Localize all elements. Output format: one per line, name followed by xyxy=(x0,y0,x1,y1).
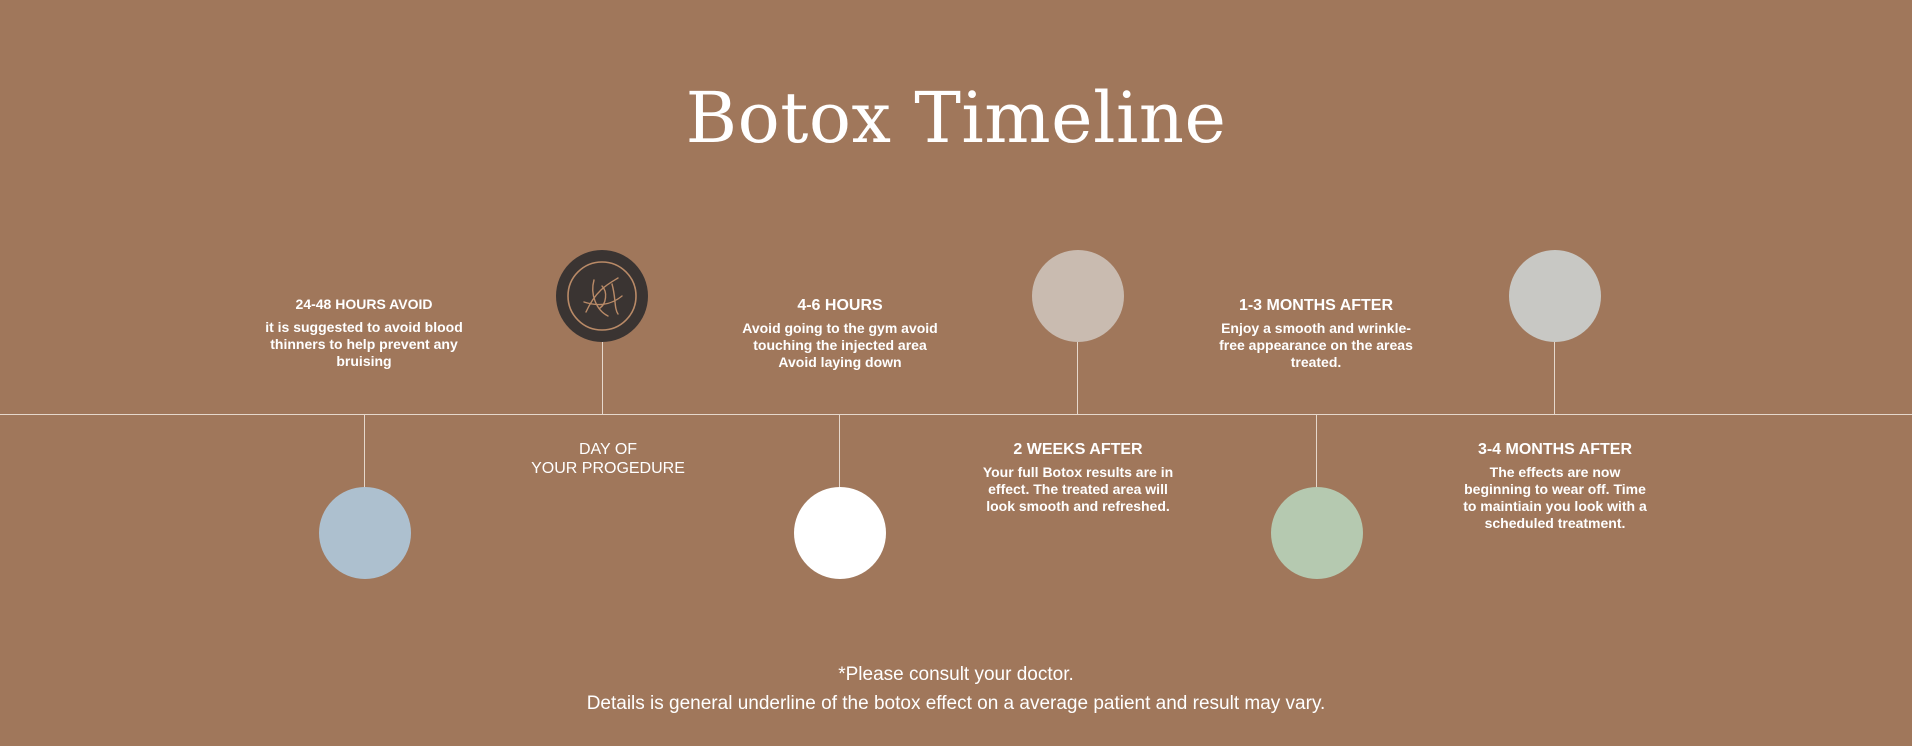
timeline-stem-1 xyxy=(364,414,365,488)
step-1-3-months-after: 1-3 MONTHS AFTER Enjoy a smooth and wrin… xyxy=(1201,296,1431,371)
timeline-stem-5 xyxy=(1316,414,1317,488)
page-title: Botox Timeline xyxy=(685,77,1227,159)
step-heading-line-1: DAY OF xyxy=(578,441,638,458)
timeline-dot-5 xyxy=(1271,487,1363,579)
step-body: Enjoy a smooth and wrinkle- free appeara… xyxy=(1219,320,1413,370)
step-heading: 4-6 HOURS xyxy=(797,297,883,314)
timeline-dot-6 xyxy=(1509,250,1601,342)
timeline-axis xyxy=(0,414,1912,415)
logo-monogram-icon xyxy=(567,261,637,331)
step-heading: 24-48 HOURS AVOID xyxy=(295,296,433,312)
timeline-stem-4 xyxy=(1077,342,1078,414)
step-body: The effects are now beginning to wear of… xyxy=(1463,464,1647,531)
disclaimer-line-2: Details is general underline of the boto… xyxy=(586,693,1326,714)
timeline-dot-4 xyxy=(1032,250,1124,342)
step-heading: 2 WEEKS AFTER xyxy=(1013,441,1143,458)
timeline-stem-2 xyxy=(602,342,603,414)
step-heading: 1-3 MONTHS AFTER xyxy=(1238,297,1394,314)
disclaimer-line-1: *Please consult your doctor. xyxy=(838,664,1074,685)
timeline-stem-3 xyxy=(839,414,840,488)
step-2-weeks-after: 2 WEEKS AFTER Your full Botox results ar… xyxy=(963,440,1193,515)
step-3-4-months-after: 3-4 MONTHS AFTER The effects are now beg… xyxy=(1440,440,1670,532)
timeline-stem-6 xyxy=(1554,342,1555,414)
step-24-48-hours: 24-48 HOURS AVOID it is suggested to avo… xyxy=(249,295,479,370)
timeline-dot-3 xyxy=(794,487,886,579)
step-4-6-hours: 4-6 HOURS Avoid going to the gym avoid t… xyxy=(725,296,955,371)
timeline-dot-1 xyxy=(319,487,411,579)
timeline-dot-2 xyxy=(556,250,648,342)
step-heading: 3-4 MONTHS AFTER xyxy=(1477,441,1633,458)
step-heading-line-2: YOUR PROGEDURE xyxy=(531,460,685,477)
step-body: it is suggested to avoid blood thinners … xyxy=(265,319,463,369)
step-body: Avoid going to the gym avoid touching th… xyxy=(742,320,938,370)
step-day-of-procedure: DAY OF YOUR PROGEDURE xyxy=(493,440,723,478)
step-body: Your full Botox results are in effect. T… xyxy=(982,464,1174,514)
